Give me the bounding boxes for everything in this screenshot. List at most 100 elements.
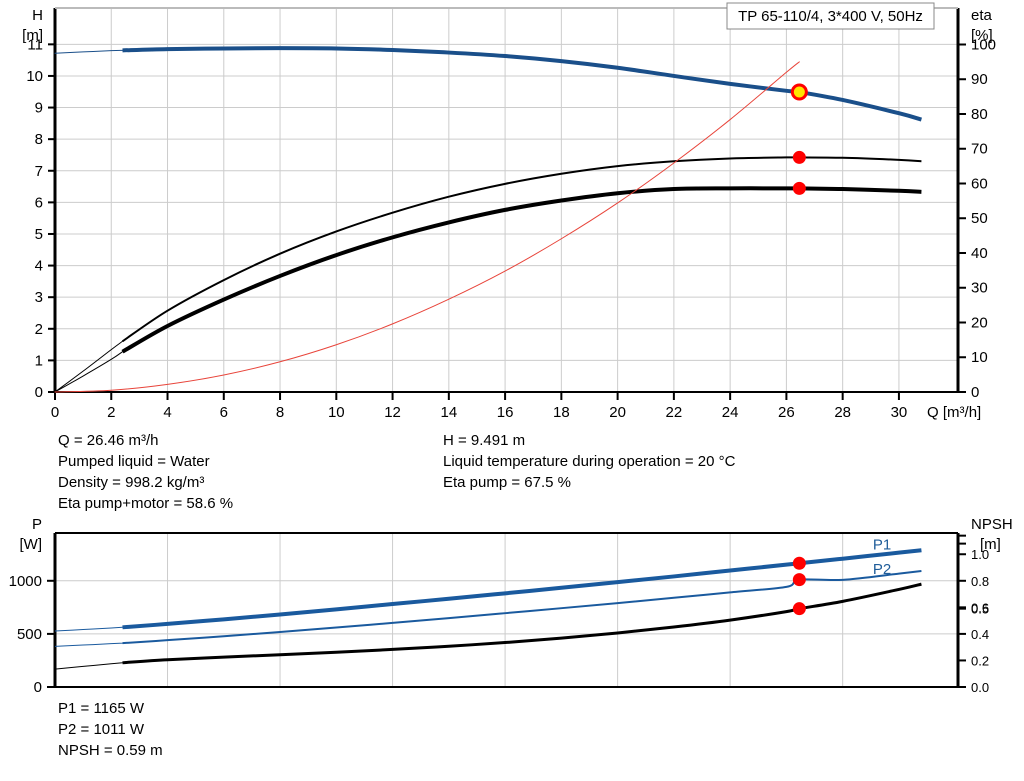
duty-point-markers <box>792 556 806 616</box>
svg-text:0: 0 <box>34 679 42 696</box>
svg-text:0.0: 0.0 <box>971 680 989 695</box>
svg-text:0: 0 <box>35 384 43 401</box>
svg-text:8: 8 <box>35 131 43 148</box>
svg-text:40: 40 <box>971 245 988 262</box>
svg-text:24: 24 <box>722 404 739 421</box>
svg-text:4: 4 <box>35 258 43 275</box>
svg-text:100: 100 <box>971 36 996 53</box>
curve-p2 <box>122 570 922 645</box>
operating-data-right: H = 9.491 m Liquid temperature during ope… <box>443 430 735 493</box>
svg-text:0.2: 0.2 <box>971 653 989 668</box>
svg-text:30: 30 <box>971 280 988 297</box>
duty-point-p1[interactable] <box>792 556 806 570</box>
svg-text:500: 500 <box>17 626 42 643</box>
npsh-duty-tick-label: 0.5 <box>971 602 989 617</box>
svg-text:90: 90 <box>971 71 988 88</box>
power-npsh-data: P1 = 1165 W P2 = 1011 W NPSH = 0.59 m <box>58 698 163 761</box>
svg-text:60: 60 <box>971 175 988 192</box>
svg-text:5: 5 <box>35 226 43 243</box>
svg-text:70: 70 <box>971 141 988 158</box>
operating-data-left-line-0: Q = 26.46 m³/h <box>58 432 159 449</box>
svg-text:6: 6 <box>220 404 228 421</box>
duty-point-markers <box>790 83 808 195</box>
svg-text:1.0: 1.0 <box>971 547 989 562</box>
y-axis-left-unit: [W] <box>20 536 43 553</box>
y-axis-left-unit: [m] <box>22 27 43 44</box>
grid-lines <box>54 8 958 392</box>
curve-h <box>122 46 922 122</box>
operating-data-left-line-1: Pumped liquid = Water <box>58 453 210 470</box>
chart-title-box: TP 65-110/4, 3*400 V, 50Hz <box>726 2 935 30</box>
svg-text:0.8: 0.8 <box>971 574 989 589</box>
svg-text:2: 2 <box>107 404 115 421</box>
operating-data-right-line-1: Liquid temperature during operation = 20… <box>443 453 736 470</box>
operating-data-left-line-2: Density = 998.2 kg/m³ <box>58 474 205 491</box>
operating-data-left-line-3: Eta pump+motor = 58.6 % <box>58 495 234 512</box>
operating-data-right-line-2: Eta pump = 67.5 % <box>443 474 571 491</box>
svg-text:20: 20 <box>971 314 988 331</box>
y-axis-left-ticks: 0 1 2 3 4 5 6 7 8 9 10 11 <box>26 36 55 401</box>
y-axis-right-ticks: 0 10 20 30 40 50 60 70 80 90 100 <box>958 36 996 401</box>
svg-text:6: 6 <box>35 194 43 211</box>
svg-text:1000: 1000 <box>9 573 42 590</box>
svg-text:26: 26 <box>778 404 795 421</box>
svg-text:4: 4 <box>163 404 171 421</box>
curve-label-p2: P2 <box>873 561 891 578</box>
svg-text:12: 12 <box>384 404 401 421</box>
curve-p1 <box>122 548 922 630</box>
curve-eta-pump-motor <box>121 186 922 354</box>
power-npsh-data-line-2: NPSH = 0.59 m <box>58 742 163 759</box>
y-axis-left-title: P <box>32 516 42 533</box>
y-axis-right-unit: [m] <box>980 536 1001 553</box>
y-axis-left-title: H <box>32 7 43 24</box>
power-npsh-chart: 0 500 1000 0.0 0.2 0.4 0.6 0.8 1.0 0.5 P [W] NPSH [m]… <box>9 516 1013 696</box>
operating-data-left: Q = 26.46 m³/h Pumped liquid = Water Densi… <box>58 430 233 514</box>
svg-text:2: 2 <box>35 321 43 338</box>
x-axis-label: Q [m³/h] <box>927 404 981 421</box>
x-axis-ticks: 0 2 4 6 8 10 12 14 16 18 20 22 24 26 28 30 <box>51 392 907 421</box>
y-axis-right-ticks: 0.0 0.2 0.4 0.6 0.8 1.0 0.5 <box>958 534 989 695</box>
svg-text:22: 22 <box>666 404 683 421</box>
svg-text:8: 8 <box>276 404 284 421</box>
svg-text:30: 30 <box>891 404 908 421</box>
svg-text:10: 10 <box>971 349 988 366</box>
y-axis-right-title: eta <box>971 7 993 24</box>
power-npsh-data-line-1: P2 = 1011 W <box>58 721 145 738</box>
svg-text:20: 20 <box>609 404 626 421</box>
svg-text:16: 16 <box>497 404 514 421</box>
duty-point-head[interactable] <box>790 83 808 101</box>
chart-title: TP 65-110/4, 3*400 V, 50Hz <box>738 8 923 25</box>
duty-point-eta-pump-motor[interactable] <box>792 181 806 195</box>
duty-point-p2[interactable] <box>792 573 806 587</box>
svg-text:10: 10 <box>26 68 43 85</box>
curve-eta-pump <box>121 156 922 343</box>
svg-text:50: 50 <box>971 210 988 227</box>
svg-text:80: 80 <box>971 106 988 123</box>
y-axis-right-title: NPSH <box>971 516 1013 533</box>
svg-text:0: 0 <box>971 384 979 401</box>
curve-system-curve <box>54 61 800 393</box>
curves <box>54 548 922 670</box>
curve-npsh <box>122 582 922 665</box>
svg-text:9: 9 <box>35 100 43 117</box>
svg-text:7: 7 <box>35 163 43 180</box>
curve-label-p1: P1 <box>873 537 891 554</box>
y-axis-left-ticks: 0 500 1000 <box>9 573 55 696</box>
duty-point-npsh[interactable] <box>792 602 806 616</box>
svg-text:14: 14 <box>440 404 457 421</box>
axes <box>53 532 960 688</box>
curves <box>54 46 922 393</box>
svg-text:0: 0 <box>51 404 59 421</box>
svg-text:1: 1 <box>35 352 43 369</box>
duty-point-eta-pump[interactable] <box>792 150 806 164</box>
svg-text:11: 11 <box>27 36 43 53</box>
svg-text:3: 3 <box>35 289 43 306</box>
power-npsh-data-line-0: P1 = 1165 W <box>58 700 145 717</box>
operating-data-right-line-0: H = 9.491 m <box>443 432 526 449</box>
svg-text:0.4: 0.4 <box>971 627 989 642</box>
svg-text:18: 18 <box>553 404 570 421</box>
svg-text:0.6: 0.6 <box>971 600 989 615</box>
svg-text:28: 28 <box>834 404 851 421</box>
